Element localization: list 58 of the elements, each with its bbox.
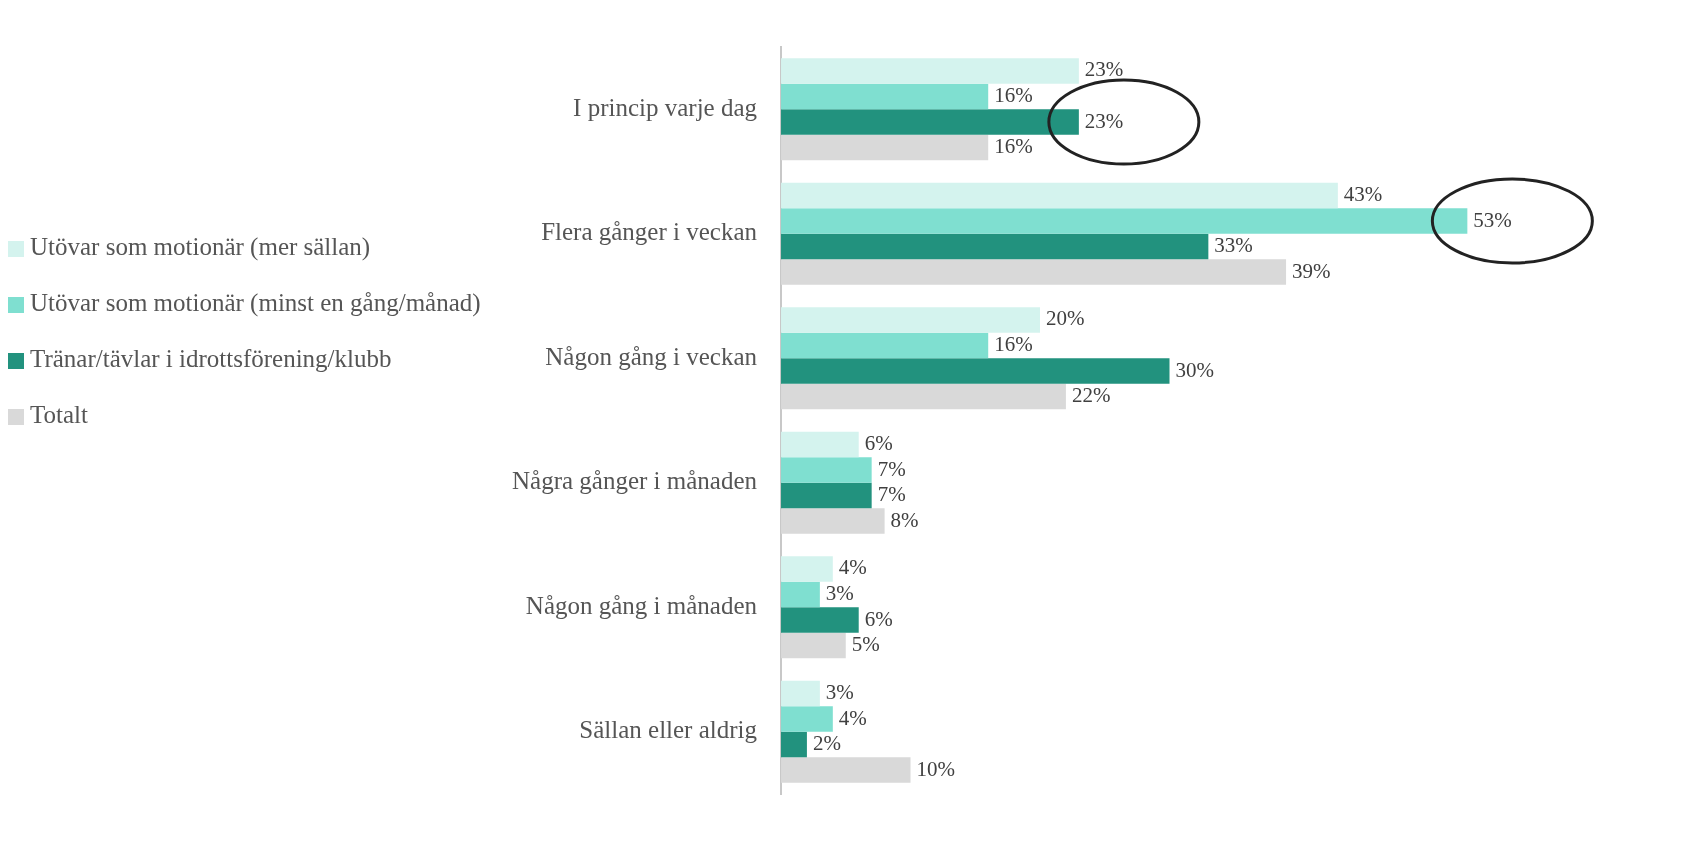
legend-label: Utövar som motionär (minst en gång/månad) (30, 288, 481, 317)
data-label: 5% (851, 632, 880, 657)
bar (781, 607, 859, 633)
data-label: 3% (825, 581, 854, 605)
data-label: 2% (812, 731, 841, 756)
data-label: 4% (838, 555, 867, 580)
bar (781, 307, 1041, 333)
bar (781, 358, 1170, 384)
legend-label: Totalt (30, 400, 88, 429)
bar (781, 731, 807, 758)
bar (781, 134, 989, 161)
legend-label: Tränar/tävlar i idrottsförening/klubb (30, 344, 392, 373)
data-label: 6% (864, 430, 893, 455)
y-tick-label: Någon gång i månaden (525, 591, 758, 619)
bar (781, 680, 820, 707)
data-label: 6% (864, 606, 893, 631)
data-label: 39% (1292, 258, 1331, 283)
bar (781, 431, 859, 458)
y-tick-label: Flera gånger i veckan (541, 218, 758, 246)
bar (781, 508, 885, 534)
bar (781, 208, 1468, 234)
y-tick-label: I princip varje dag (573, 93, 758, 121)
bar (781, 58, 1079, 84)
data-label: 23% (1084, 108, 1124, 133)
bar (781, 259, 1287, 285)
data-label: 30% (1175, 357, 1215, 382)
legend-label: Utövar som motionär (mer sällan) (30, 232, 371, 261)
data-label: 23% (1084, 57, 1124, 82)
data-label: 20% (1046, 306, 1085, 331)
bar (781, 556, 833, 582)
bar (781, 109, 1079, 135)
data-label: 8% (890, 507, 919, 532)
data-label: 22% (1071, 383, 1111, 408)
bar (781, 632, 846, 659)
data-label: 33% (1214, 233, 1253, 258)
y-tick-label: Sällan eller aldrig (579, 716, 758, 744)
data-label: 43% (1343, 181, 1383, 206)
bar (781, 757, 911, 783)
y-tick-label: Någon gång i veckan (545, 342, 758, 370)
y-tick-label: Några gånger i månaden (511, 467, 758, 495)
bar (781, 332, 989, 359)
bar (781, 233, 1209, 260)
bar (781, 457, 872, 483)
data-label: 3% (825, 679, 854, 704)
bar (781, 706, 833, 732)
bar (781, 581, 820, 608)
bar (781, 182, 1338, 209)
data-label: 53% (1473, 207, 1512, 232)
bar (781, 383, 1066, 410)
data-label: 4% (838, 705, 867, 730)
bar (781, 482, 872, 509)
bar (781, 83, 989, 110)
data-label: 7% (877, 482, 906, 507)
data-label: 16% (994, 332, 1033, 356)
data-label: 16% (994, 134, 1033, 159)
data-label: 7% (877, 456, 906, 481)
data-label: 10% (916, 756, 956, 781)
data-label: 16% (994, 83, 1033, 107)
